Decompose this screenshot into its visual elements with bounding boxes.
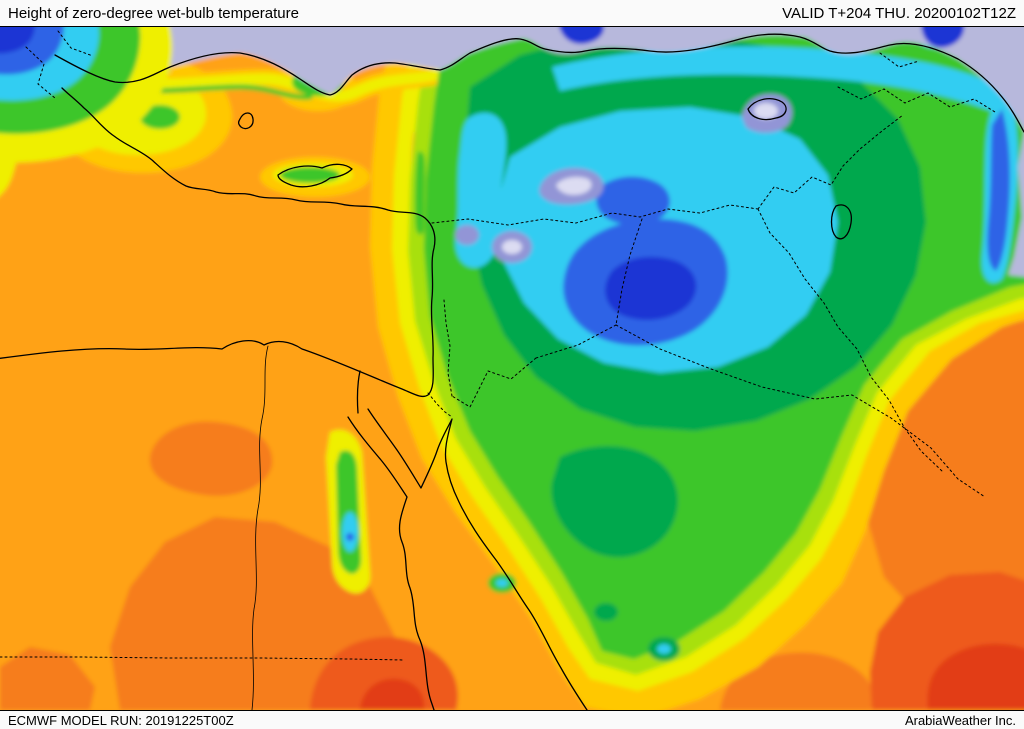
contour-cyan-speck-1 (657, 644, 671, 654)
contour-deep-orange-regions (0, 320, 1024, 710)
contour-fills (0, 27, 1024, 710)
model-run-label: ECMWF MODEL RUN: 20191225T00Z (8, 712, 234, 728)
nile-river (251, 345, 269, 710)
contour-pale-cores (556, 177, 592, 195)
contour-purple-pocket-4 (455, 225, 479, 245)
border-egypt-israel (427, 392, 453, 418)
border-caucasus (837, 86, 996, 113)
country-borders (0, 30, 996, 661)
border-jordan-saudi (451, 357, 537, 408)
contour-darkgreen-speck-2 (594, 603, 618, 621)
attribution-label: ArabiaWeather Inc. (904, 712, 1016, 728)
contour-deepblue-cores (605, 256, 697, 320)
blacksea-coastline (54, 33, 1024, 133)
contour-pale-core-3 (502, 240, 522, 254)
weather-map (0, 27, 1024, 710)
redsea-west-coastline (347, 416, 435, 710)
contour-green-anatolia-2 (140, 105, 180, 129)
map-title: Height of zero-degree wet-bulb temperatu… (8, 4, 299, 22)
border-iraq-iran (757, 208, 943, 472)
header-bar: Height of zero-degree wet-bulb temperatu… (0, 0, 1024, 27)
sinai-aqaba-coastline (367, 408, 588, 710)
valid-time-label: VALID T+204 THU. 20200102T12Z (782, 4, 1016, 22)
mediterranean-coastline (0, 87, 436, 398)
border-thrace-1 (25, 46, 56, 99)
blacksea-blue-blobs (559, 27, 965, 48)
contour-blue-dot-suez (346, 533, 354, 541)
contour-green-cyprus (280, 167, 340, 183)
border-israel-jordan (443, 299, 453, 397)
lake-tuz-outline (237, 112, 254, 130)
border-iraq-saudi (615, 324, 986, 498)
contour-cyan-suez-strip (342, 512, 358, 552)
border-syria-iraq (615, 218, 643, 326)
contour-cyan-speck-2 (496, 579, 508, 587)
footer-bar: ECMWF MODEL RUN: 20191225T00Z ArabiaWeat… (0, 710, 1024, 729)
lake-van-outline (747, 98, 787, 121)
coastlines (0, 33, 1024, 710)
cyprus-coastline (277, 163, 353, 188)
suez-canal (356, 370, 361, 414)
border-egypt-sudan (0, 656, 405, 661)
corner-deepblue (0, 27, 35, 54)
contour-red-cores (360, 643, 1024, 710)
map-area (0, 27, 1024, 710)
lake-urmia-outline (830, 204, 852, 240)
border-jordan-iraq (535, 324, 617, 359)
contour-pale-core-2 (754, 103, 778, 119)
border-thrace-2 (57, 30, 94, 57)
